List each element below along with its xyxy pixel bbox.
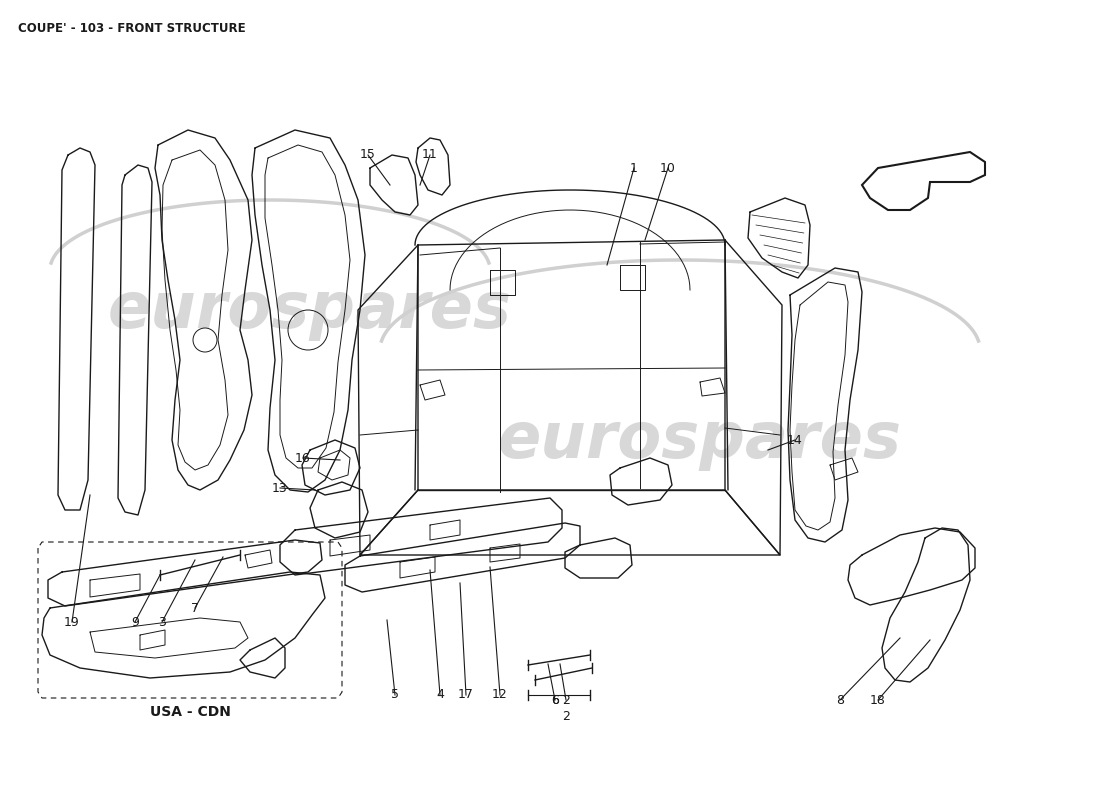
Text: 13: 13 (272, 482, 288, 494)
Text: 16: 16 (295, 451, 311, 465)
Text: 7: 7 (191, 602, 199, 614)
Polygon shape (862, 152, 984, 210)
Text: 2: 2 (562, 694, 570, 706)
Text: 1: 1 (630, 162, 638, 174)
Text: COUPE' - 103 - FRONT STRUCTURE: COUPE' - 103 - FRONT STRUCTURE (18, 22, 245, 35)
Text: 14: 14 (788, 434, 803, 446)
Text: 17: 17 (458, 689, 474, 702)
Text: 2: 2 (562, 710, 570, 722)
Text: 6: 6 (551, 694, 559, 706)
Text: 8: 8 (836, 694, 844, 706)
Text: 10: 10 (660, 162, 675, 174)
Text: USA - CDN: USA - CDN (150, 705, 230, 719)
Text: 12: 12 (492, 689, 508, 702)
Text: eurospares: eurospares (108, 279, 512, 341)
Text: eurospares: eurospares (498, 409, 902, 471)
Text: 9: 9 (131, 615, 139, 629)
Text: 3: 3 (158, 615, 166, 629)
Text: 19: 19 (64, 615, 80, 629)
Text: 15: 15 (360, 149, 376, 162)
Text: 18: 18 (870, 694, 886, 706)
Text: 4: 4 (436, 689, 444, 702)
Text: 6: 6 (551, 694, 559, 706)
Text: 11: 11 (422, 149, 438, 162)
Text: 5: 5 (390, 689, 399, 702)
